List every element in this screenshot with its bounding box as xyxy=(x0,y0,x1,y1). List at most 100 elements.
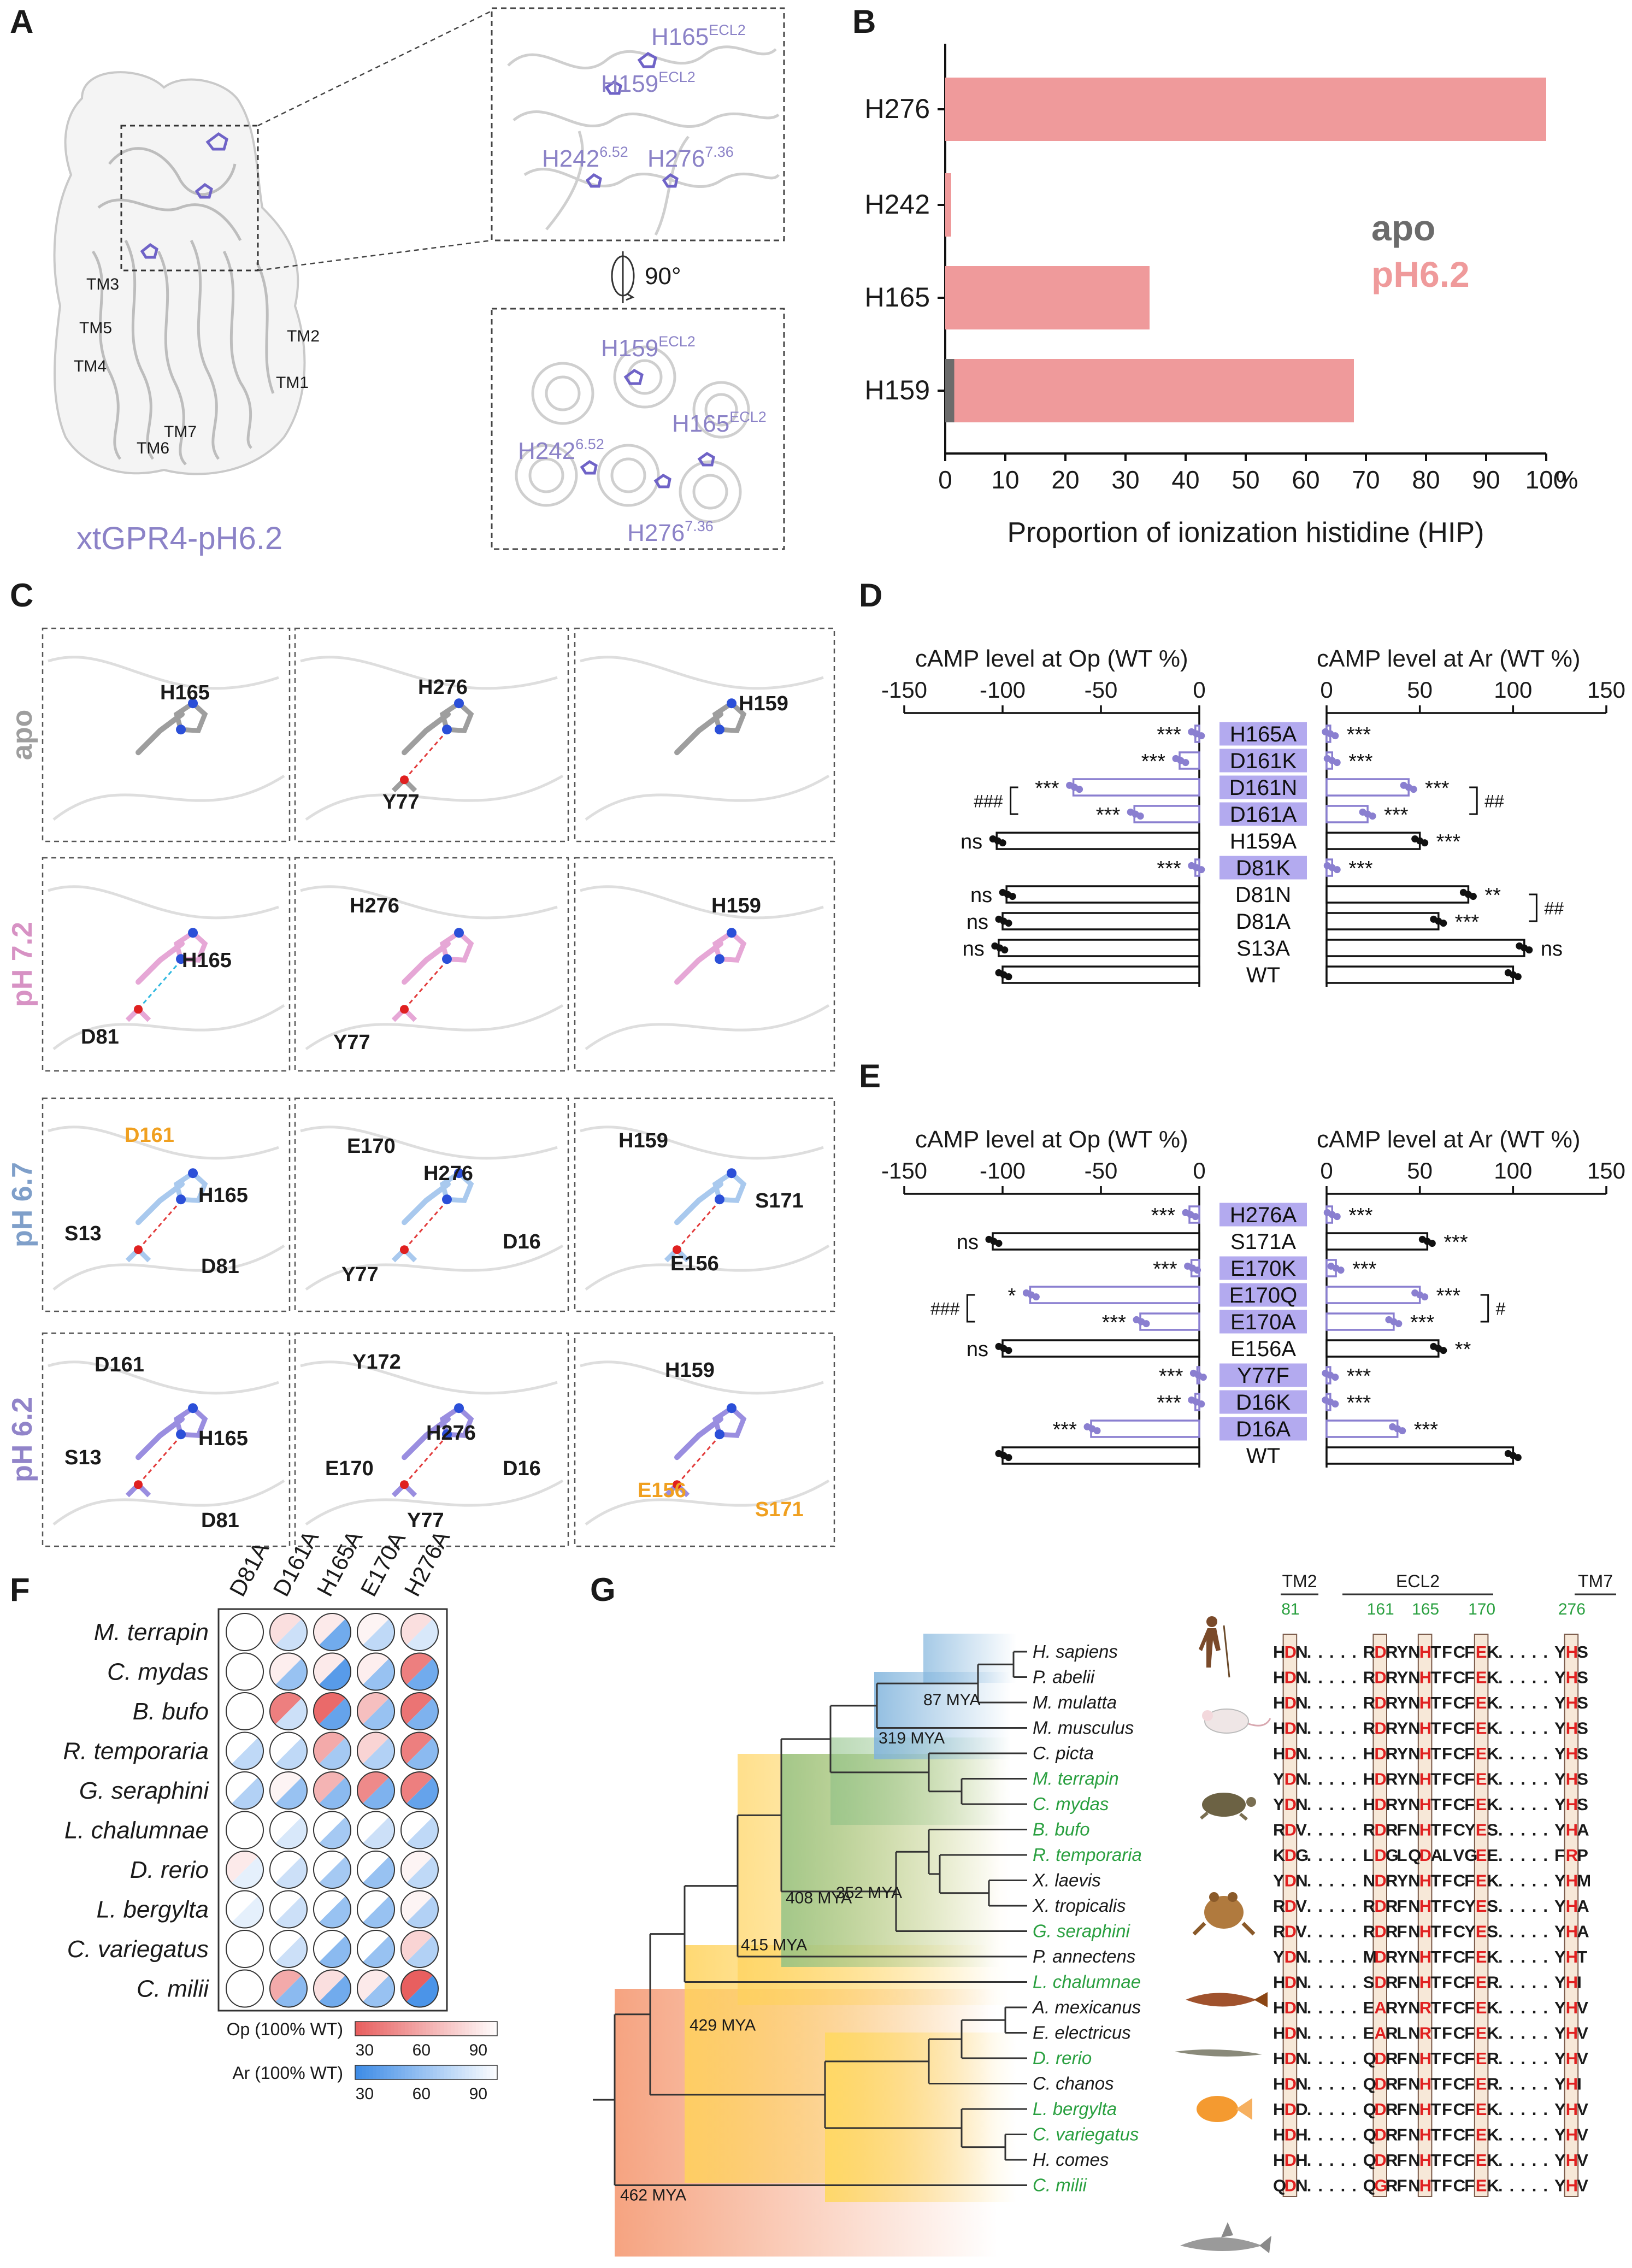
alignment-region-header: TM2 xyxy=(1282,1571,1317,1591)
alignment-sequence: YDN..... NDRYNHTFCFEK..... YHM xyxy=(1273,1871,1591,1890)
camp-op-sig: *** xyxy=(1157,1392,1181,1415)
f-cell xyxy=(313,1851,351,1889)
c-row-label: pH 6.7 xyxy=(7,1162,38,1247)
camp-op-sig: *** xyxy=(1035,777,1059,800)
f-cell xyxy=(357,1890,395,1929)
camp-label-highlight xyxy=(1219,1256,1307,1280)
f-op-legend-swatch xyxy=(447,2022,451,2036)
camp-row-label: D161A xyxy=(1230,803,1297,827)
c-cell: H276 Y77 xyxy=(294,627,569,843)
camp-row-label: D161K xyxy=(1230,749,1297,773)
f-cell xyxy=(269,1771,308,1810)
f-ar-legend-tick: 60 xyxy=(413,2085,431,2103)
f-op-legend-swatch xyxy=(490,2022,494,2036)
alignment-sequence: QDN..... QGRFNHTFCFEK..... YHV xyxy=(1273,2176,1588,2195)
f-ar-legend-swatch xyxy=(369,2065,373,2080)
c-residue-label: D81 xyxy=(201,1509,239,1532)
c-residue-label: E170 xyxy=(325,1457,374,1480)
structure-caption: xtGPR4-pH6.2 xyxy=(76,521,282,556)
f-op-legend-swatch xyxy=(405,2022,409,2036)
camp-right-tick-label: 100 xyxy=(1494,677,1532,703)
species-label: C. variegatus xyxy=(1033,2124,1139,2145)
f-op-legend-tick: 30 xyxy=(356,2041,374,2059)
camp-left-title: cAMP level at Op (WT %) xyxy=(915,645,1188,672)
camp-row-label: E170Q xyxy=(1229,1283,1298,1307)
camp-right-tick-label: 0 xyxy=(1320,1158,1333,1183)
tm4-label: TM4 xyxy=(74,357,107,375)
b-bar-ph62 xyxy=(945,359,1354,422)
camp-bracket xyxy=(1529,893,1537,922)
camp-label-highlight xyxy=(1219,749,1307,773)
b-bar-apo xyxy=(945,359,955,422)
f-row-label: L. chalumnae xyxy=(64,1817,209,1844)
b-xtick-label: 10 xyxy=(991,466,1019,494)
camp-ar-sig: *** xyxy=(1425,777,1450,800)
f-cell xyxy=(269,1613,308,1651)
tm1-label: TM1 xyxy=(276,374,309,392)
camp-left-tick-label: -100 xyxy=(980,677,1026,703)
c-residue-label: H165 xyxy=(198,1184,248,1207)
camp-label-highlight xyxy=(1219,802,1307,826)
tree-node-label: 429 MYA xyxy=(690,2017,756,2035)
panel-a-structure: TM3 TM5 TM4 TM2 TM1 TM7 TM6 xtGPR4-pH6.2… xyxy=(53,7,785,556)
f-ar-legend-swatch xyxy=(387,2065,391,2080)
alignment-sequence: RDV..... RDRFNHTFCYES..... YHA xyxy=(1273,1922,1589,1941)
species-label: E. electricus xyxy=(1033,2023,1131,2043)
alignment-conserved-column xyxy=(1282,1634,1298,2197)
f-op-legend-label: Op (100% WT) xyxy=(227,2019,343,2039)
camp-label-highlight xyxy=(1219,722,1307,746)
b-legend-ph62: pH6.2 xyxy=(1371,254,1470,294)
zoom-line-top xyxy=(257,10,492,127)
b-category-label: H242 xyxy=(864,189,930,220)
camp-ar-sig: *** xyxy=(1444,1231,1468,1254)
zoom-box-top xyxy=(491,7,785,241)
b-xtick-label: 30 xyxy=(1111,466,1139,494)
camp-op-bar xyxy=(1001,912,1200,930)
camp-op-bar xyxy=(1029,1286,1200,1304)
f-cell xyxy=(313,1930,351,1968)
f-ar-legend-swatch xyxy=(462,2065,466,2080)
f-cell xyxy=(226,1811,264,1849)
f-op-legend-tick: 60 xyxy=(413,2041,431,2059)
camp-ar-bar xyxy=(1325,1232,1429,1251)
alignment-sequence: HDN..... RDRYNHTFCFEK..... YHS xyxy=(1273,1642,1588,1662)
f-cell xyxy=(226,1890,264,1929)
f-cell xyxy=(226,1692,264,1730)
c-residue-label: D16 xyxy=(503,1457,541,1480)
camp-bracket-label: ## xyxy=(1544,899,1564,918)
c-cell: H159 xyxy=(574,627,835,843)
f-cell xyxy=(357,1613,395,1651)
camp-ar-dot xyxy=(1421,1293,1429,1301)
f-op-legend-swatch xyxy=(369,2022,373,2036)
camp-right-tick-label: 150 xyxy=(1587,1158,1625,1183)
c-residue-label: D161 xyxy=(125,1124,174,1147)
camp-row-label: E156A xyxy=(1230,1337,1296,1361)
f-op-legend-swatch xyxy=(422,2022,427,2036)
camp-op-sig: * xyxy=(1008,1285,1016,1307)
alignment-sequence: HDN..... EARLNRTFCFEK..... YHV xyxy=(1273,2024,1588,2043)
camp-op-dot xyxy=(1198,732,1205,740)
camp-ar-dot xyxy=(1333,1213,1341,1221)
f-op-legend-swatch xyxy=(376,2022,380,2036)
c-residue-label: S13 xyxy=(64,1222,102,1245)
camp-right-tick-label: 50 xyxy=(1407,677,1433,703)
f-ar-legend-swatch xyxy=(493,2065,498,2080)
rotation-label: 90° xyxy=(645,263,681,290)
f-op-legend-swatch xyxy=(469,2022,473,2036)
f-cell xyxy=(400,1613,439,1651)
camp-bracket xyxy=(1010,786,1018,815)
camp-op-dot xyxy=(1136,812,1144,820)
f-cell xyxy=(269,1811,308,1849)
camp-left-tick-label: -100 xyxy=(980,1158,1026,1183)
f-ar-legend-tick: 30 xyxy=(356,2085,374,2103)
camp-row-label: D81K xyxy=(1236,856,1291,880)
camp-ar-dot xyxy=(1440,1347,1447,1354)
zoom-bottom-label-h276: H2767.36 xyxy=(627,518,714,546)
frog-icon xyxy=(1192,1892,1256,1936)
f-op-legend-swatch xyxy=(387,2022,391,2036)
f-op-legend-swatch xyxy=(429,2022,434,2036)
c-residue-label: Y77 xyxy=(382,791,420,814)
